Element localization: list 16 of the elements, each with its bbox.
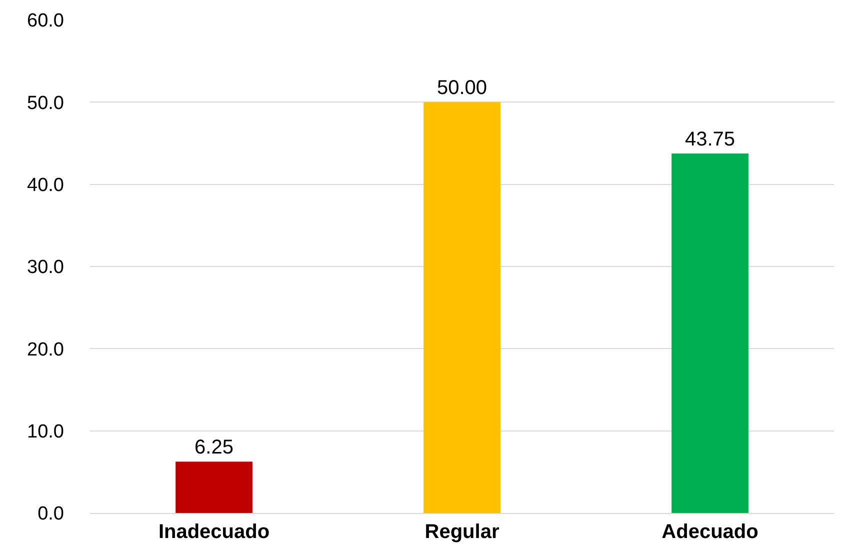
data-label: 6.25 bbox=[194, 436, 234, 459]
data-label: 50.00 bbox=[436, 77, 488, 100]
y-tick-label: 0.0 bbox=[38, 504, 64, 525]
y-tick-label: 10.0 bbox=[27, 421, 64, 442]
y-tick-label: 20.0 bbox=[27, 339, 64, 360]
x-tick-label: Inadecuado bbox=[158, 521, 270, 543]
bar bbox=[176, 462, 252, 513]
y-tick-label: 60.0 bbox=[27, 10, 64, 32]
data-label: 43.75 bbox=[684, 128, 736, 151]
bar bbox=[672, 154, 748, 513]
x-tick-label: Adecuado bbox=[662, 521, 758, 543]
x-tick-label: Regular bbox=[424, 521, 500, 543]
y-tick-label: 30.0 bbox=[27, 257, 64, 278]
bar bbox=[424, 102, 500, 513]
y-tick-label: 40.0 bbox=[27, 174, 64, 196]
y-tick-label: 50.0 bbox=[27, 92, 64, 114]
